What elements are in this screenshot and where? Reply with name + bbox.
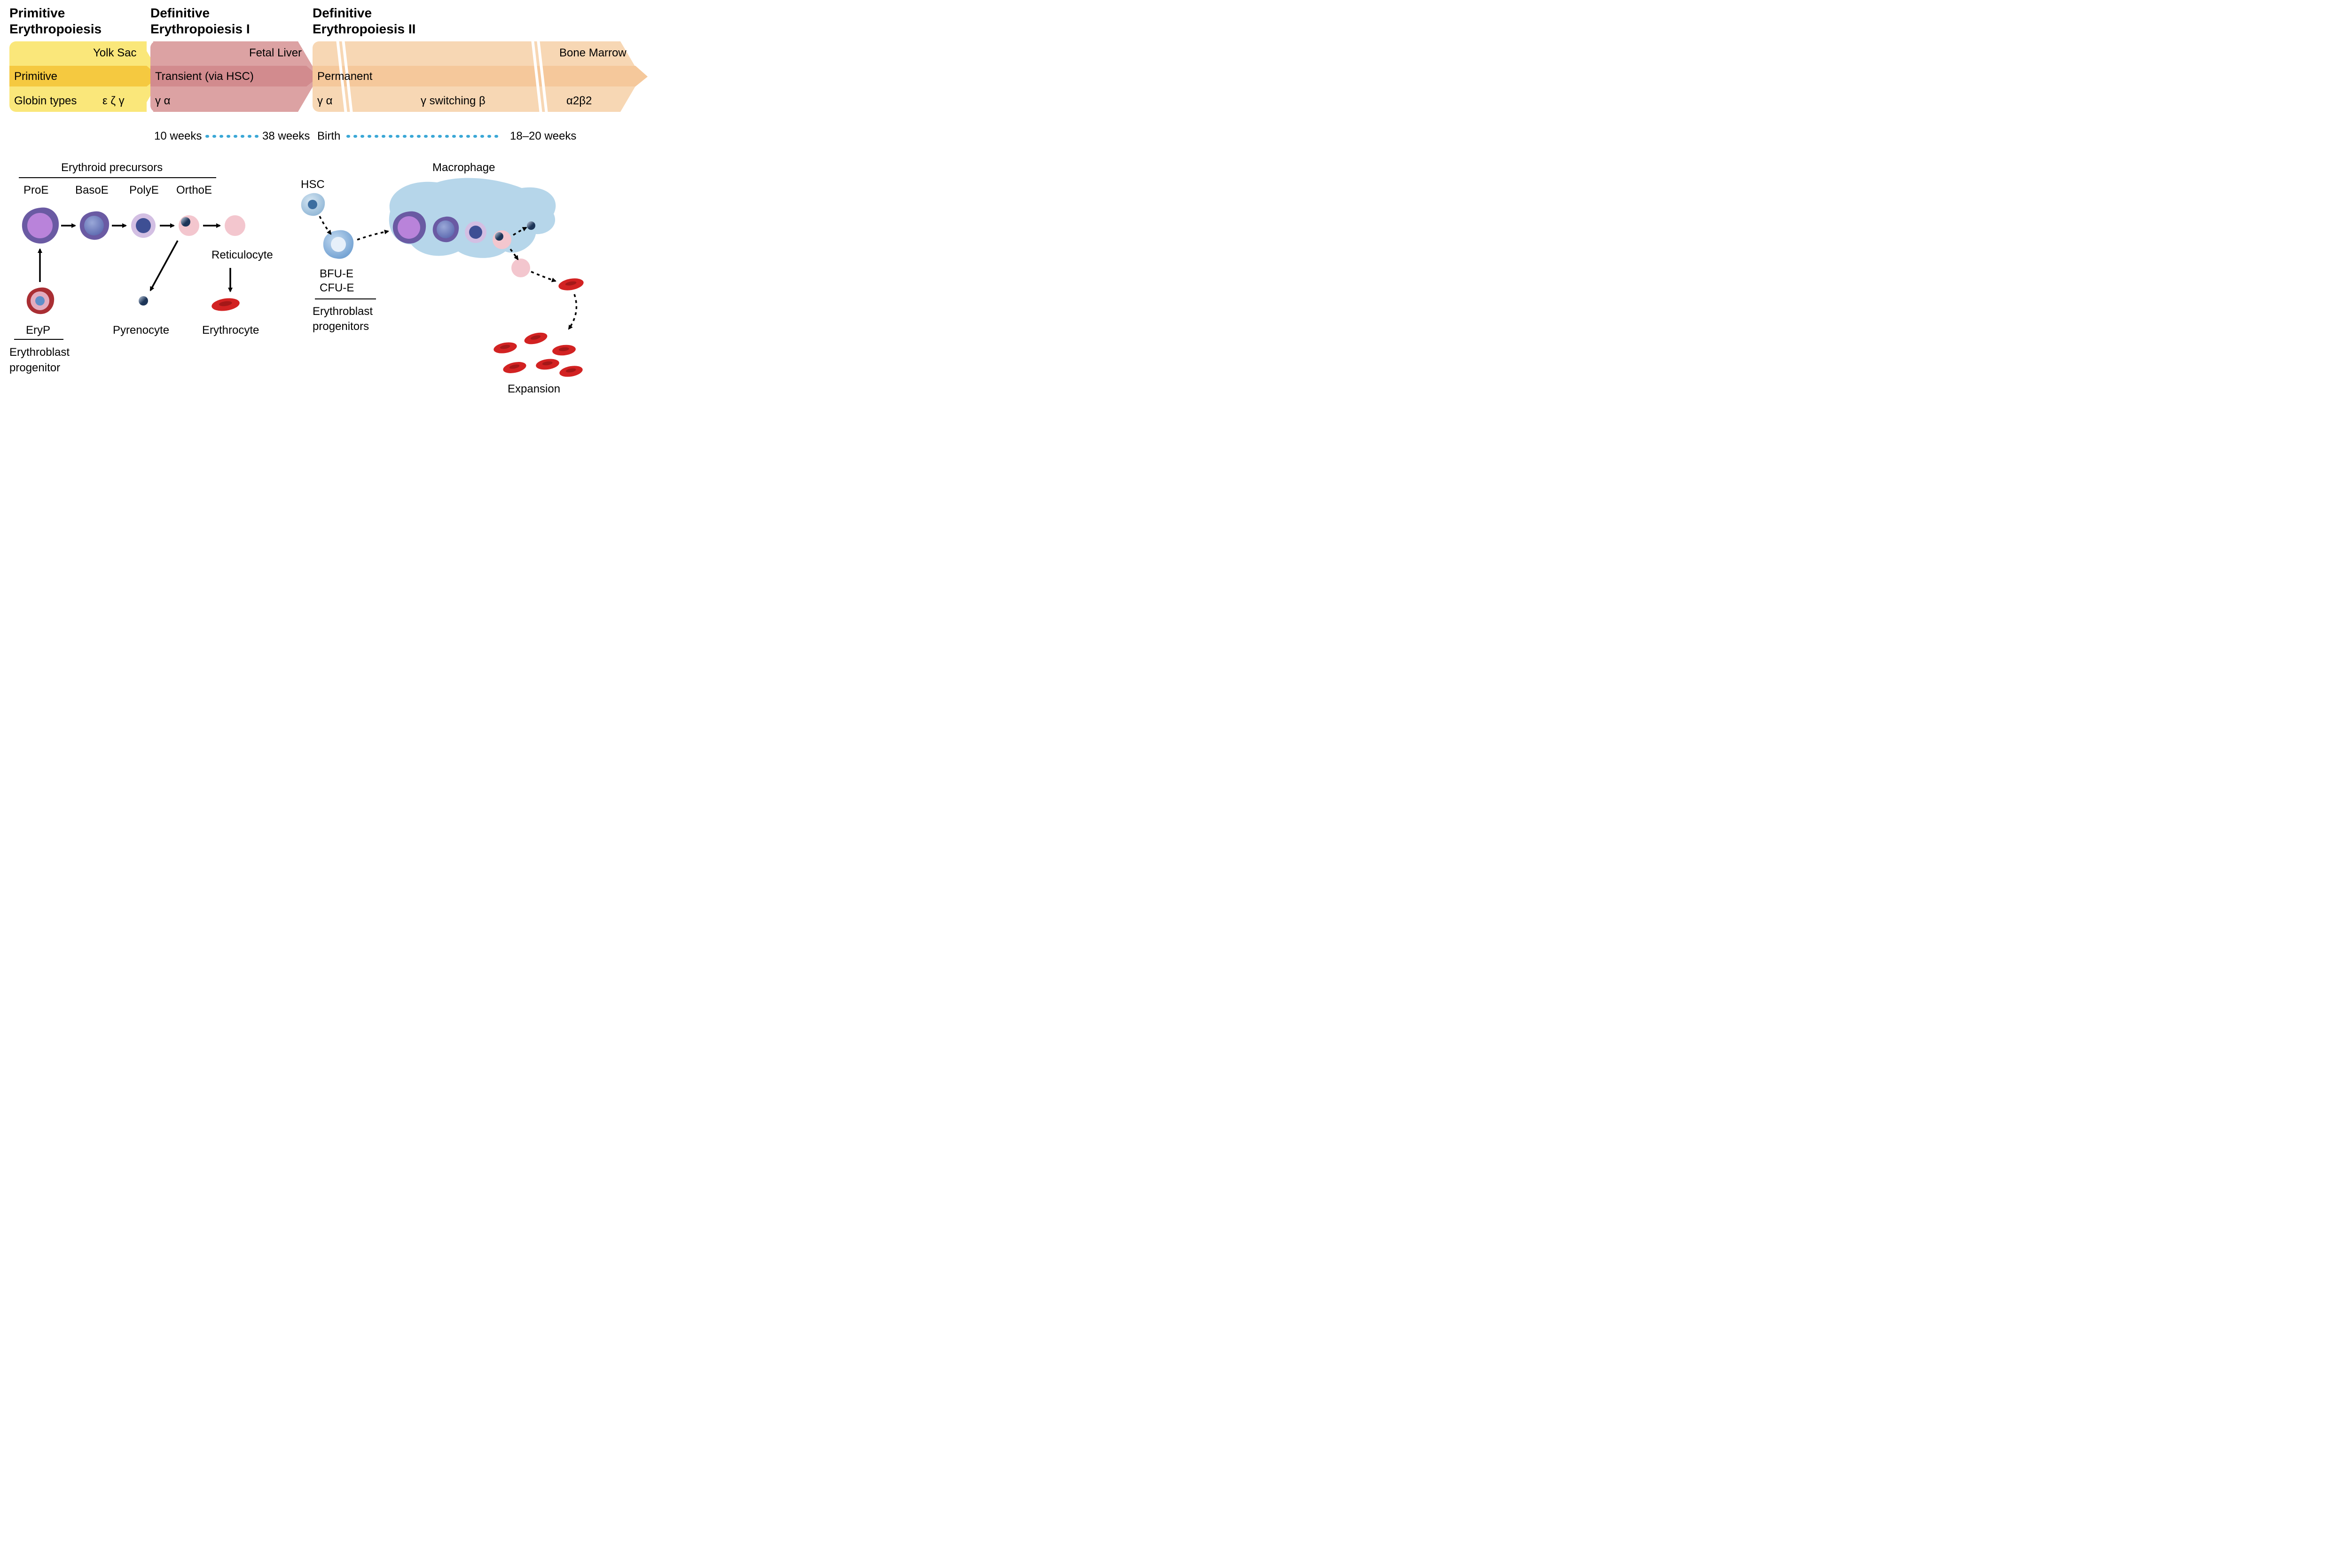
cell-eryp (27, 288, 54, 314)
lbl-erythrocyte: Erythrocyte (202, 323, 259, 337)
cell-proE (22, 207, 59, 243)
lbl-proE: ProE (24, 183, 48, 197)
cell-basoE (80, 212, 109, 240)
cell-m-orthoE (493, 230, 511, 249)
lbl-eryp-sub1: Erythroblast (9, 345, 70, 360)
cell-hsc (301, 193, 325, 216)
arrows-left (40, 226, 230, 291)
lbl-macrophage: Macrophage (432, 161, 495, 175)
cell-polyE (131, 213, 156, 238)
hdr-precursors: Erythroid precursors (61, 161, 163, 175)
cell-m-retic (511, 259, 530, 277)
lbl-ep2: progenitors (313, 320, 369, 334)
lbl-bfue: BFU-E (320, 267, 353, 281)
lower-svg (0, 0, 649, 414)
cell-pyrenocyte (139, 296, 148, 306)
lbl-polyE: PolyE (129, 183, 159, 197)
lbl-hsc: HSC (301, 178, 325, 192)
lbl-orthoE: OrthoE (176, 183, 212, 197)
cell-reticulocyte (225, 215, 245, 236)
lbl-eryp-sub2: progenitor (9, 361, 60, 375)
lbl-cfue: CFU-E (320, 281, 354, 295)
lbl-ep1: Erythroblast (313, 305, 373, 319)
lbl-reticulocyte: Reticulocyte (212, 248, 273, 262)
lbl-expansion: Expansion (508, 382, 560, 396)
lbl-pyrenocyte: Pyrenocyte (113, 323, 169, 337)
cell-erythrocyte (211, 297, 240, 313)
expansion-rbcs (493, 330, 583, 378)
diagram-canvas: Primitive Erythropoiesis Definitive Eryt… (0, 0, 649, 414)
cell-orthoE (179, 215, 199, 236)
lbl-eryp: EryP (26, 323, 50, 337)
cell-bfu (323, 230, 353, 259)
cell-m-pyreno (527, 221, 535, 230)
cell-m-polyE (465, 221, 486, 243)
lbl-basoE: BasoE (75, 183, 109, 197)
cell-m-rbc1 (557, 276, 584, 292)
